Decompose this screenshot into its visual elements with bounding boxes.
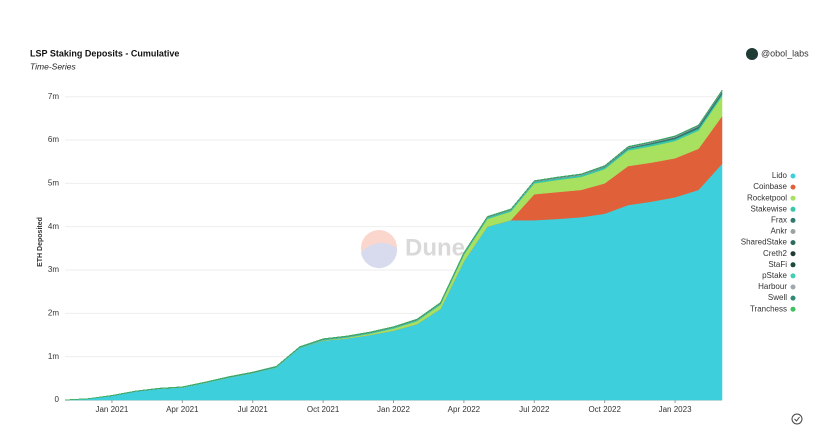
legend-swatch — [790, 184, 796, 190]
legend-label: Coinbase — [753, 182, 787, 191]
y-tick-label: 0 — [55, 395, 60, 404]
watermark-logo-part — [361, 242, 398, 269]
legend-label: Stakewise — [751, 204, 788, 213]
legend-swatch — [790, 306, 796, 312]
legend-label: Harbour — [758, 282, 787, 291]
legend-swatch — [790, 262, 796, 268]
legend-swatch — [790, 251, 796, 257]
legend-label: Creth2 — [763, 249, 788, 258]
legend-swatch — [790, 195, 796, 201]
x-tick-label: Apr 2022 — [448, 405, 481, 414]
legend-label: Rocketpool — [747, 193, 787, 202]
legend-label: Lido — [772, 171, 788, 180]
x-tick-label: Oct 2022 — [588, 405, 621, 414]
legend-swatch — [790, 295, 796, 301]
x-tick-label: Jan 2021 — [95, 405, 128, 414]
check-icon[interactable] — [791, 413, 803, 425]
legend-swatch — [790, 173, 796, 179]
author-icon — [746, 48, 758, 60]
legend-swatch — [790, 206, 796, 212]
watermark-text: Dune — [405, 234, 465, 261]
legend-label: pStake — [762, 271, 787, 280]
legend-label: Swell — [768, 293, 787, 302]
legend-swatch — [790, 273, 796, 279]
legend-label: Tranchess — [750, 304, 787, 313]
x-tick-label: Apr 2021 — [166, 405, 199, 414]
legend-label: StaFi — [768, 260, 787, 269]
legend-swatch — [790, 284, 796, 290]
x-tick-label: Jan 2022 — [377, 405, 410, 414]
chart-title: LSP Staking Deposits - Cumulative — [30, 48, 179, 58]
legend-swatch — [790, 229, 796, 234]
x-tick-label: Oct 2021 — [307, 405, 340, 414]
legend-label: Ankr — [771, 227, 788, 236]
author-badge[interactable]: @obol_labs — [746, 48, 809, 60]
y-axis-label: ETH Deposited — [37, 217, 44, 267]
check-mark — [794, 416, 800, 422]
author[interactable]: @obol_labs — [761, 48, 809, 58]
y-tick-label: 6m — [48, 135, 59, 144]
legend-swatch — [790, 240, 796, 246]
y-tick-label: 4m — [48, 222, 59, 231]
legend-label: SharedStake — [741, 238, 788, 247]
watermark: Dune — [361, 230, 465, 269]
x-tick-label: Jan 2023 — [659, 405, 692, 414]
y-tick-label: 1m — [48, 352, 59, 361]
chart-subtitle: Time-Series — [30, 61, 76, 71]
legend-swatch — [790, 217, 796, 223]
x-tick-label: Jul 2021 — [238, 405, 269, 414]
y-tick-label: 7m — [48, 92, 59, 101]
area — [64, 89, 723, 401]
x-tick-label: Jul 2022 — [519, 405, 550, 414]
y-tick-label: 5m — [48, 178, 59, 187]
legend-label: Frax — [771, 216, 787, 225]
y-tick-label: 3m — [48, 265, 59, 274]
y-tick-label: 2m — [48, 308, 59, 317]
check-button[interactable] — [791, 413, 803, 425]
